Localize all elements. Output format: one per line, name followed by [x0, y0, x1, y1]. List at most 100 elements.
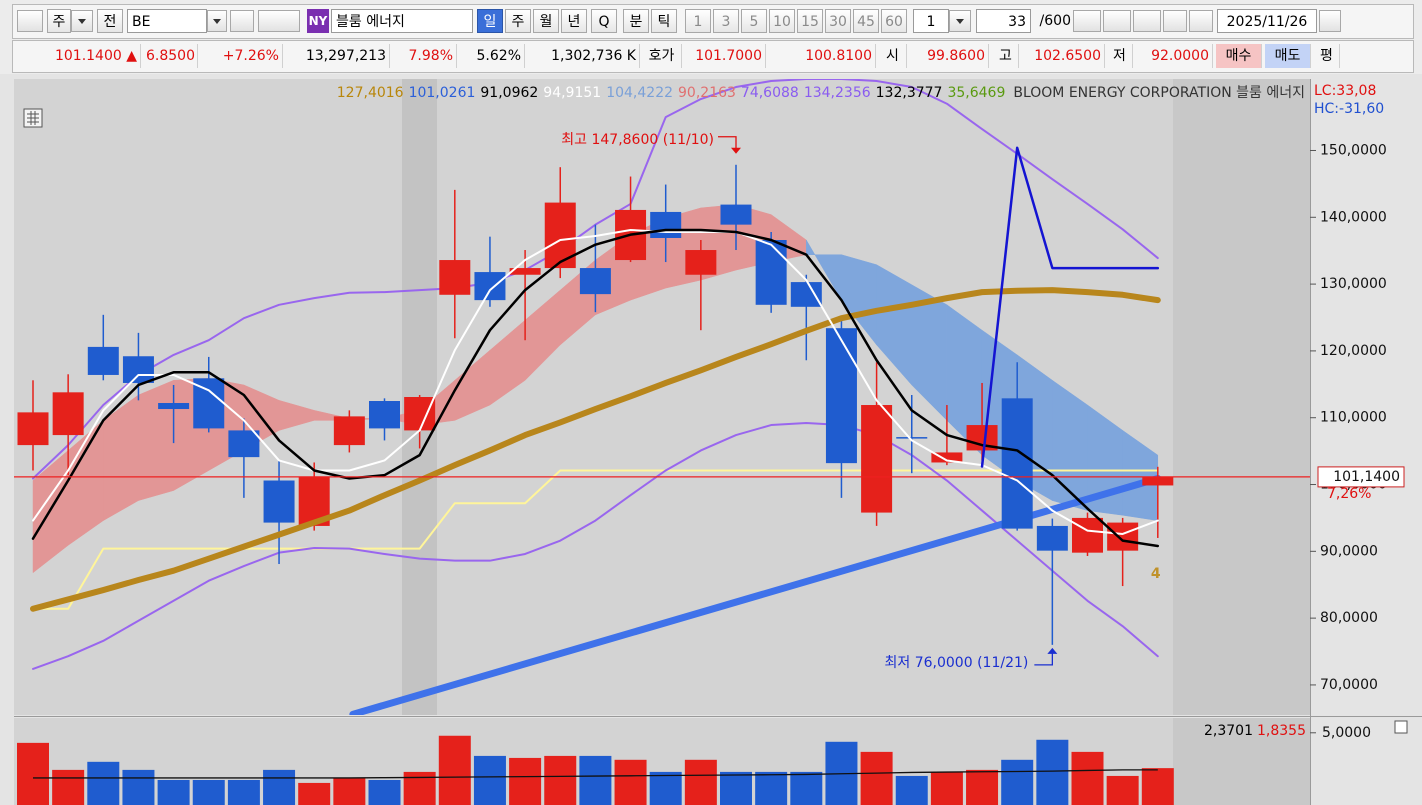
indicator-value: 74,6088	[741, 85, 799, 101]
calendar-icon[interactable]	[1319, 10, 1341, 32]
volume-bar	[122, 769, 155, 805]
y-tick-label: 80,0000	[1320, 610, 1378, 626]
tool-icon[interactable]	[1103, 10, 1131, 32]
candle-body	[755, 240, 787, 305]
save-icon[interactable]	[1163, 10, 1187, 32]
period-button[interactable]: Q	[591, 9, 617, 33]
quote-cell: 5.62%	[459, 44, 525, 68]
indicator-value: 134,2356	[804, 85, 871, 101]
exchange-badge: NY	[307, 9, 329, 33]
menu-icon[interactable]	[17, 10, 43, 32]
volume-bar	[579, 755, 612, 805]
toolbar: 주 전 BE NY 블룸 에너지 일 주 월 년 Q 분 틱 1 3 5 10 15 30 45 60 1 33/600 2…	[12, 4, 1414, 39]
quote-cell: 100.8100	[768, 44, 876, 68]
y-tick-label: 90,0000	[1320, 543, 1378, 559]
symbol-input[interactable]: BE	[127, 9, 207, 33]
interval-button[interactable]: 30	[825, 9, 851, 33]
period-button[interactable]: 분	[623, 9, 649, 33]
candle-body	[720, 204, 752, 225]
volume-bar	[509, 757, 542, 805]
count-total: /600	[1039, 13, 1071, 29]
y-tick-label: 140,0000	[1320, 209, 1387, 225]
quote-cell[interactable]: 평	[1314, 44, 1340, 68]
indicator-value: 101,0261	[409, 85, 476, 101]
candle-body	[333, 416, 365, 446]
volume-bar	[17, 742, 49, 805]
market-button[interactable]: 주	[47, 9, 71, 33]
market-dropdown[interactable]	[71, 10, 93, 32]
volume-bar	[298, 782, 331, 805]
symbol-dropdown[interactable]	[207, 10, 227, 32]
candle-body	[825, 328, 857, 464]
candle-body	[228, 430, 260, 458]
candle-body	[650, 211, 682, 238]
quote-cell: 저	[1107, 44, 1133, 68]
interval-button[interactable]: 60	[881, 9, 907, 33]
name-input[interactable]: 블룸 에너지	[331, 9, 473, 33]
volume-bar	[544, 755, 577, 805]
period-button[interactable]: 년	[561, 9, 587, 33]
candle-body	[931, 452, 963, 463]
pane-menu[interactable]	[1394, 720, 1408, 734]
mode-button[interactable]: 전	[97, 9, 123, 33]
quote-cell: 99.8600	[909, 44, 989, 68]
indicator-value: 91,0962	[480, 85, 538, 101]
candle-body	[439, 260, 471, 295]
candle-body	[158, 403, 190, 410]
volume-bar	[263, 769, 296, 805]
interval-spin[interactable]	[949, 10, 971, 32]
indicator-line	[30, 287, 1161, 612]
volume-bar	[473, 755, 506, 805]
interval-button[interactable]: 1	[685, 9, 711, 33]
grid-icon[interactable]	[23, 108, 43, 128]
interval-button[interactable]: 3	[713, 9, 739, 33]
date-input[interactable]: 2025/11/26	[1217, 9, 1317, 33]
y-tick-label: 130,0000	[1320, 276, 1387, 292]
volume-bar	[87, 761, 120, 805]
settings-icon[interactable]	[1189, 10, 1213, 32]
period-button[interactable]: 주	[505, 9, 531, 33]
volume-bar	[720, 771, 752, 805]
volume-bar	[649, 771, 682, 805]
quote-cell: 101.7000	[684, 44, 766, 68]
signal-count: 4	[1151, 566, 1161, 582]
last-price-label: 101,1400	[1333, 469, 1400, 485]
interval-button[interactable]: 45	[853, 9, 879, 33]
quote-cell: 92.0000	[1135, 44, 1213, 68]
quote-bar: 101.1400 ▲ 6.8500 +7.26% 13,297,213 7.98% 5.6…	[12, 40, 1414, 73]
quote-cell: 7.98%	[393, 44, 457, 68]
icon-lines	[27, 111, 39, 125]
quote-cell: +7.26%	[201, 44, 283, 68]
volume-tick-label: 5,0000	[1322, 725, 1371, 741]
indicator-line	[32, 469, 1159, 610]
candle-body	[17, 412, 49, 446]
interval-button[interactable]: 10	[769, 9, 795, 33]
chart-title: BLOOM ENERGY CORPORATION 블룸 에너지	[1013, 85, 1305, 101]
interval-button[interactable]: 15	[797, 9, 823, 33]
quote-cell[interactable]: 매도	[1265, 44, 1311, 68]
count-input[interactable]: 33	[976, 9, 1031, 33]
volume-bar	[1036, 739, 1069, 805]
cloud-segment	[138, 379, 174, 501]
indicator-value: 127,4016	[337, 85, 404, 101]
candle-body	[509, 268, 541, 275]
low-arrow	[1034, 652, 1053, 666]
high-annotation: 최고 147,8600 (11/10)	[561, 132, 714, 148]
tool-icon[interactable]	[1073, 10, 1101, 32]
indicator-value: 35,6469	[947, 85, 1005, 101]
sound-button[interactable]	[258, 10, 300, 32]
candle-body	[1072, 517, 1103, 553]
interval-input[interactable]: 1	[913, 9, 949, 33]
search-button[interactable]	[230, 10, 254, 32]
period-button[interactable]: 일	[477, 9, 503, 33]
candle-body	[685, 250, 717, 275]
period-button[interactable]: 틱	[651, 9, 677, 33]
interval-button[interactable]: 5	[741, 9, 767, 33]
quote-cell[interactable]: 매수	[1216, 44, 1262, 68]
high-arrowhead	[731, 147, 741, 154]
period-button[interactable]: 월	[533, 9, 559, 33]
tool-icon[interactable]	[1133, 10, 1161, 32]
future-area	[1173, 79, 1310, 715]
last-price-box	[1317, 466, 1405, 488]
